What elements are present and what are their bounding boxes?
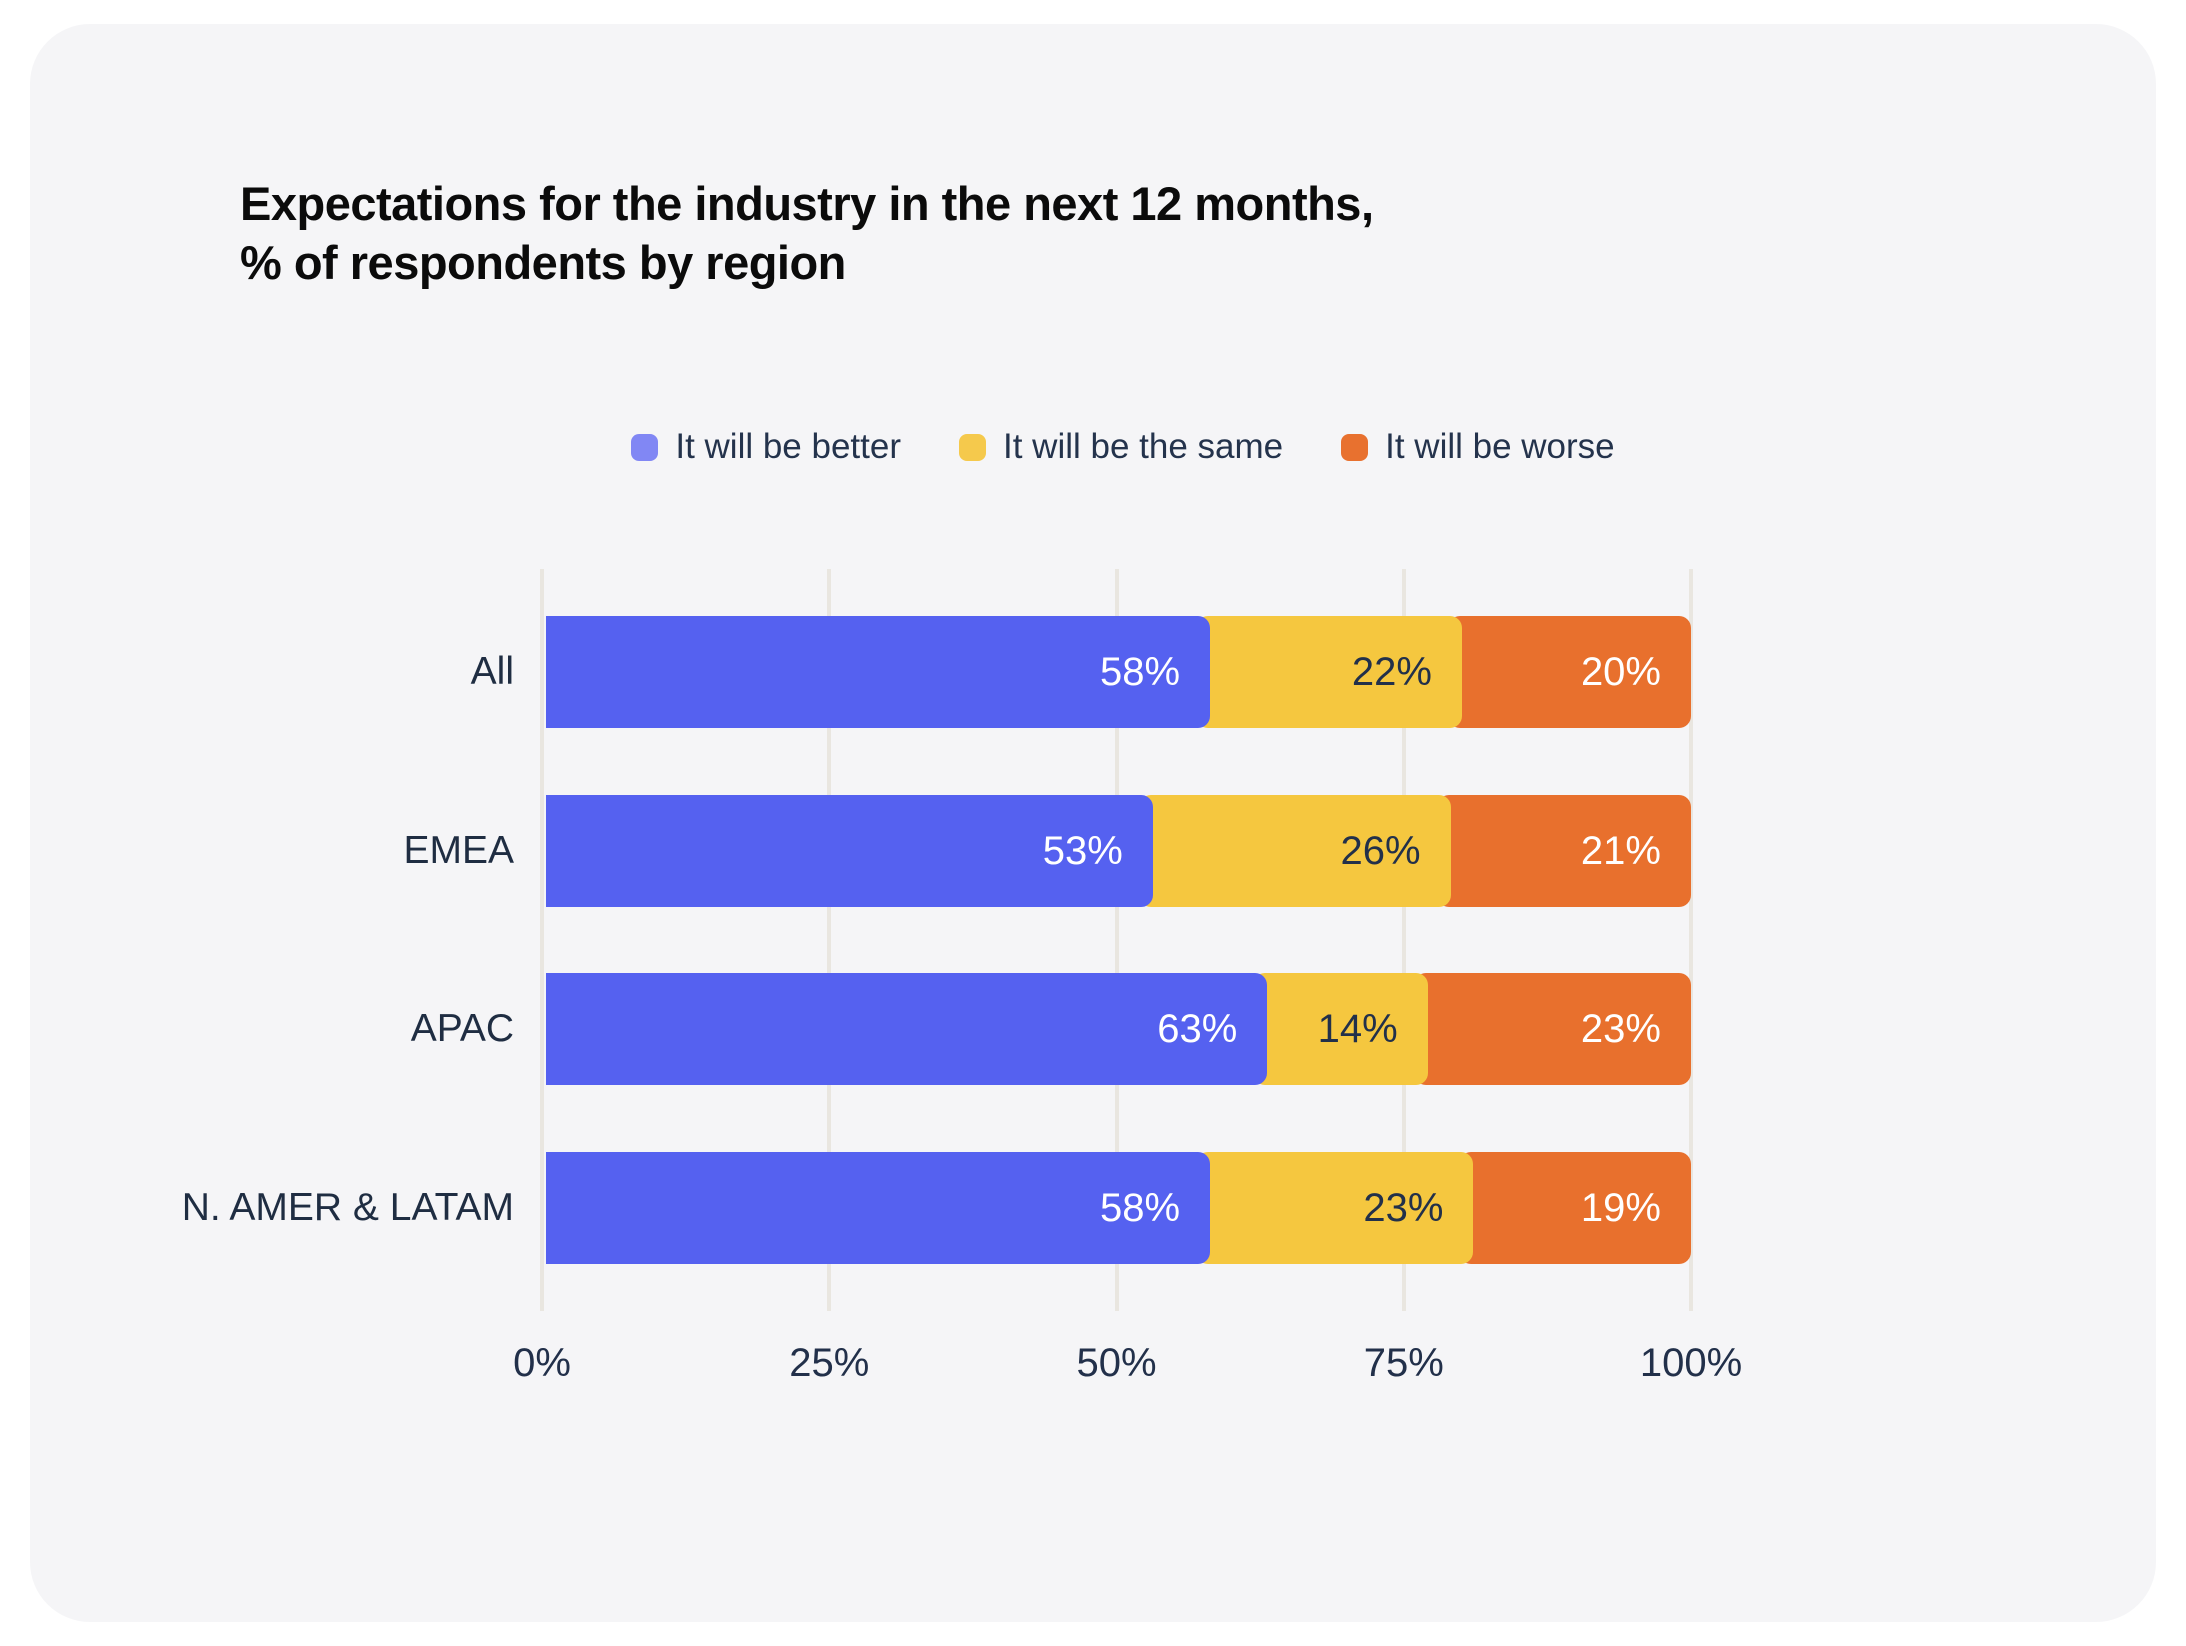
bar-segment: 14% bbox=[1253, 973, 1428, 1085]
gridline bbox=[827, 569, 832, 1311]
legend-item: It will be worse bbox=[1341, 427, 1615, 467]
bar-segment: 58% bbox=[546, 616, 1211, 728]
segment-value-label: 63% bbox=[1157, 1007, 1238, 1051]
segment-value-label: 53% bbox=[1042, 828, 1123, 873]
category-label: EMEA bbox=[403, 828, 514, 872]
x-tick-label: 25% bbox=[789, 1341, 870, 1385]
bar-row: APAC 63% 14% 23% bbox=[411, 973, 1691, 1085]
gridline bbox=[1114, 569, 1119, 1311]
bar-row: N. AMER & LATAM 58% 23% 19% bbox=[182, 1151, 1691, 1264]
x-tick-label: 50% bbox=[1076, 1341, 1157, 1385]
bar-segment: 26% bbox=[1138, 794, 1451, 907]
x-tick-label: 75% bbox=[1363, 1341, 1444, 1385]
legend-item: It will be better bbox=[631, 427, 901, 467]
segment-value-label: 23% bbox=[1580, 1007, 1661, 1051]
legend-item: It will be the same bbox=[959, 427, 1283, 467]
segment-value-label: 58% bbox=[1100, 1185, 1181, 1230]
legend-label: It will be the same bbox=[1003, 427, 1284, 466]
bar-row: EMEA 53% 26% 21% bbox=[403, 794, 1691, 907]
legend-swatch-icon bbox=[959, 433, 986, 461]
segment-value-label: 20% bbox=[1580, 650, 1661, 694]
segment-value-label: 26% bbox=[1340, 828, 1421, 873]
segment-value-label: 58% bbox=[1100, 650, 1181, 694]
category-label: N. AMER & LATAM bbox=[181, 1185, 514, 1229]
legend-label: It will be worse bbox=[1385, 427, 1615, 466]
legend-swatch-icon bbox=[631, 433, 659, 461]
category-label: All bbox=[470, 650, 514, 693]
chart-title-line-2: % of respondents by region bbox=[240, 236, 846, 290]
segment-value-label: 21% bbox=[1580, 828, 1661, 873]
x-tick-label: 0% bbox=[513, 1341, 571, 1385]
bar-segment: 23% bbox=[1196, 1151, 1474, 1264]
bar-segment: 53% bbox=[546, 794, 1153, 907]
chart-title: Expectations for the industry in the nex… bbox=[240, 174, 1374, 292]
segment-value-label: 22% bbox=[1351, 650, 1432, 694]
segment-value-label: 23% bbox=[1363, 1185, 1444, 1230]
gridline bbox=[540, 569, 544, 1311]
legend: It will be better It will be the same It w… bbox=[30, 420, 2186, 474]
bar-segment: 20% bbox=[1448, 616, 1691, 728]
bar-segment: 63% bbox=[546, 973, 1268, 1085]
legend-swatch-icon bbox=[1341, 433, 1369, 461]
bar-segment: 21% bbox=[1436, 794, 1691, 907]
segment-value-label: 19% bbox=[1580, 1185, 1661, 1230]
plot-area: All 58% 22% 20% EMEA 53% 26% 21% APAC 63% 14% 23% N.… bbox=[182, 569, 1742, 1385]
bars-layer: All 58% 22% 20% EMEA 53% 26% 21% APAC 63% 14% 23% N.… bbox=[182, 569, 1691, 1311]
category-label: APAC bbox=[410, 1007, 514, 1050]
gridline bbox=[1689, 569, 1693, 1311]
bar-segment: 58% bbox=[546, 1151, 1211, 1264]
bar-row: All 58% 22% 20% bbox=[471, 616, 1691, 728]
legend-label: It will be better bbox=[675, 427, 901, 466]
bar-segment: 22% bbox=[1196, 616, 1462, 728]
bar-segment: 19% bbox=[1459, 1151, 1691, 1264]
x-tick-label: 100% bbox=[1639, 1341, 1743, 1385]
gridline bbox=[1401, 569, 1406, 1311]
bar-segment: 23% bbox=[1413, 973, 1691, 1085]
chart-card: Expectations for the industry in the nex… bbox=[30, 24, 2156, 1622]
segment-value-label: 14% bbox=[1317, 1007, 1398, 1051]
chart-title-line-1: Expectations for the industry in the nex… bbox=[240, 177, 1374, 230]
